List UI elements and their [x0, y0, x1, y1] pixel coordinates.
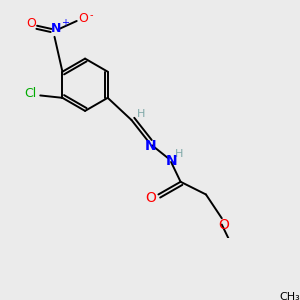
Text: +: + — [61, 18, 69, 28]
Text: O: O — [218, 218, 229, 232]
Text: H: H — [175, 149, 183, 159]
Text: N: N — [145, 139, 156, 153]
Text: H: H — [137, 109, 145, 119]
Text: N: N — [165, 154, 177, 168]
Text: O: O — [145, 190, 156, 205]
Text: O: O — [78, 12, 88, 25]
Text: CH₃: CH₃ — [280, 292, 300, 300]
Text: -: - — [89, 10, 93, 20]
Text: N: N — [51, 22, 61, 35]
Text: O: O — [26, 17, 36, 30]
Text: Cl: Cl — [25, 87, 37, 101]
